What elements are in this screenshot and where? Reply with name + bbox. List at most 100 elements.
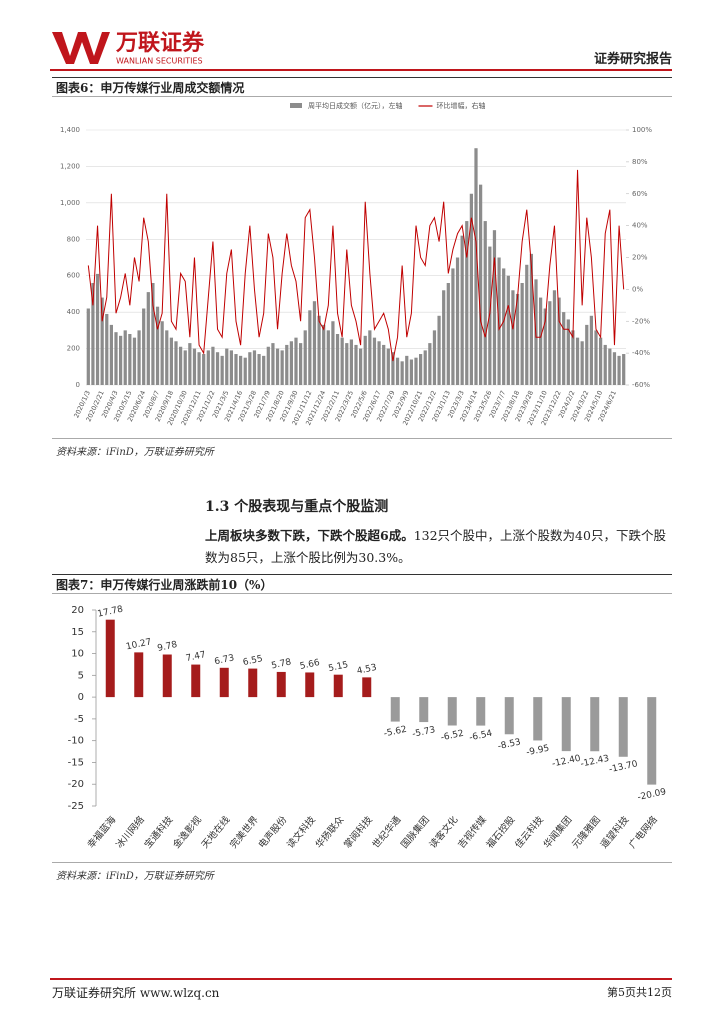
bar: [289, 341, 293, 385]
value-label: -12.40: [551, 754, 582, 770]
y2-tick-label: 40%: [632, 222, 648, 230]
bar: [243, 357, 247, 385]
bar: [548, 301, 552, 385]
bar: [419, 354, 423, 385]
value-label: 7.47: [185, 650, 207, 664]
y-tick-label: -20: [68, 779, 84, 790]
bar: [191, 664, 201, 698]
bar: [303, 330, 307, 385]
bar: [179, 346, 183, 385]
bar: [234, 354, 238, 385]
value-label: -6.52: [440, 729, 465, 744]
paragraph: 上周板块多数下跌，下跌个股超6成。132只个股中，上涨个股数为40只，下跌个股数…: [205, 525, 675, 569]
bar: [215, 352, 220, 385]
y2-tick-label: -20%: [632, 317, 650, 325]
y-tick-label: 600: [67, 272, 80, 280]
value-label: 9.78: [157, 640, 179, 654]
bar: [248, 352, 252, 385]
bar: [575, 337, 580, 385]
bar: [372, 337, 377, 385]
lead: 上周板块多数下跌，下跌个股超6成。: [205, 528, 414, 543]
y-tick-label: 200: [67, 345, 80, 353]
bar: [132, 337, 137, 385]
bar: [492, 230, 497, 385]
bar: [395, 357, 400, 385]
bar: [220, 355, 224, 385]
bar: [155, 306, 160, 385]
bar: [580, 341, 584, 385]
bar: [506, 275, 510, 385]
bar: [557, 297, 561, 385]
x-tick-label: 完美世界: [227, 813, 261, 850]
bar: [333, 674, 343, 698]
bar: [414, 357, 418, 385]
bar: [308, 310, 312, 385]
bar: [322, 324, 326, 385]
y-tick-label: 15: [71, 627, 84, 638]
bar: [119, 335, 123, 385]
source: 资料来源：iFinD，万联证券研究所: [56, 447, 214, 458]
figure-title: 图表7：申万传媒行业周涨跌前10（%）: [52, 574, 672, 594]
bar: [571, 330, 575, 385]
bar: [451, 268, 455, 385]
value-label: 5.15: [328, 660, 350, 674]
bar: [603, 344, 607, 385]
bar: [368, 330, 372, 385]
bar: [502, 268, 506, 385]
bar: [465, 221, 469, 385]
bar: [151, 283, 155, 385]
x-tick-label: 幸福蓝海: [85, 813, 119, 850]
rule: [52, 438, 672, 439]
bar: [275, 348, 280, 385]
y-tick-label: 0: [76, 381, 80, 389]
logo-mark: [52, 32, 110, 64]
bar: [312, 301, 317, 385]
y-tick-label: 400: [67, 308, 80, 316]
bar: [455, 257, 460, 385]
bar: [128, 334, 132, 385]
footer-right: 第5页共12页: [607, 986, 672, 999]
bar: [594, 330, 598, 385]
bar: [497, 257, 501, 385]
header-rule: [50, 69, 672, 71]
value-label: 5.78: [271, 657, 293, 671]
bar: [340, 337, 344, 385]
logo-text: 万联证券: [115, 30, 205, 56]
bar: [562, 312, 566, 385]
bar: [479, 184, 483, 385]
x-tick-label: 电声股份: [256, 813, 290, 850]
bar: [257, 354, 261, 385]
bar: [169, 337, 173, 385]
value-label: 5.66: [299, 658, 321, 672]
report-type: 证券研究报告: [593, 52, 672, 67]
bar: [266, 346, 270, 385]
y-tick-label: -5: [74, 714, 84, 725]
x-tick-label: 金逸影视: [170, 813, 204, 850]
bar: [377, 341, 381, 385]
x-tick-label: 掌阅科技: [341, 813, 375, 850]
footer-rule: [50, 978, 672, 980]
bar: [142, 308, 146, 385]
bar: [202, 354, 206, 385]
value-label: 6.55: [242, 654, 264, 668]
bar: [354, 344, 358, 385]
y-tick-label: 10: [71, 649, 84, 660]
x-tick-label: 读文科技: [284, 813, 318, 850]
value-label: 6.73: [214, 653, 236, 667]
bar: [326, 330, 330, 385]
figure-title: 图表6：申万传媒行业周成交额情况: [52, 77, 672, 97]
legend-label: 环比增幅，右轴: [437, 101, 486, 110]
bar: [552, 290, 557, 385]
value-label: -6.54: [468, 729, 493, 744]
x-tick-label: 读客文化: [427, 813, 461, 850]
bar: [446, 283, 450, 385]
rule: [52, 862, 672, 863]
bar: [192, 348, 197, 385]
bar: [533, 697, 543, 741]
value-label: 4.53: [356, 663, 378, 677]
value-label: -9.95: [525, 744, 550, 759]
bar: [476, 697, 486, 726]
bar: [400, 361, 404, 385]
x-tick-label: 冰川网络: [113, 813, 147, 850]
